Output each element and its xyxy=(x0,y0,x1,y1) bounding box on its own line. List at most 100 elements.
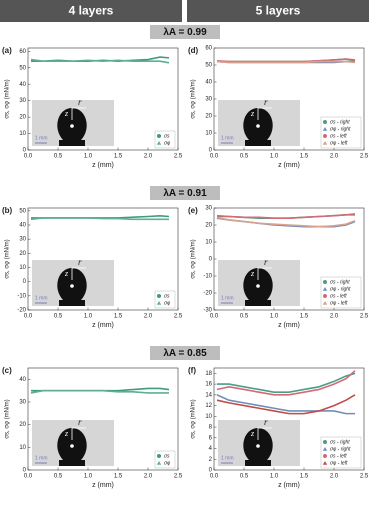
lambda-label: λA = 0.85 xyxy=(163,348,207,359)
drop-highlight xyxy=(70,284,74,288)
legend-marker xyxy=(323,120,327,124)
inset-label: 1 mm xyxy=(35,135,48,141)
y-tick-label: 50 xyxy=(19,208,26,214)
y-tick-label: -20 xyxy=(17,308,26,314)
x-tick-label: 1.5 xyxy=(300,474,309,480)
y-tick-label: 10 xyxy=(205,131,212,137)
y-tick-label: 10 xyxy=(19,265,26,271)
legend-label: σφ xyxy=(164,300,171,306)
legend-box xyxy=(320,276,362,309)
lambda-box xyxy=(150,25,220,39)
needle-base xyxy=(59,460,85,466)
y-tick-label: 60 xyxy=(19,49,26,55)
legend-box xyxy=(320,116,362,149)
column-header-box xyxy=(0,0,182,22)
x-tick-label: 1.0 xyxy=(84,474,93,480)
drop xyxy=(57,268,87,300)
legend-label: σs xyxy=(164,293,170,299)
x-tick-label: 1.5 xyxy=(114,314,123,320)
x-tick-label: 2.0 xyxy=(330,154,339,160)
series-line xyxy=(216,213,356,219)
legend-label: σs xyxy=(164,453,170,459)
needle-base xyxy=(245,140,271,146)
y-tick-label: 20 xyxy=(205,114,212,120)
series-line xyxy=(217,372,356,393)
legend-label: σφ - right xyxy=(330,446,351,452)
legend-marker xyxy=(157,454,161,458)
x-axis-label: z (mm) xyxy=(278,322,300,329)
y-axis-label: σs, σφ (mN/m) xyxy=(191,239,197,278)
y-tick-label: 10 xyxy=(19,131,26,137)
x-tick-label: 0.5 xyxy=(240,314,249,320)
series-line xyxy=(30,389,169,394)
x-tick-label: 0.5 xyxy=(240,474,249,480)
x-tick-label: 0.0 xyxy=(24,474,33,480)
x-tick-label: 2.5 xyxy=(174,314,183,320)
inset-label: z xyxy=(250,269,255,278)
panel-label: (c) xyxy=(2,366,12,375)
inset-label: 1 mm xyxy=(221,455,234,461)
lambda-label: λA = 0.99 xyxy=(163,27,207,38)
y-tick-label: 6 xyxy=(209,435,213,441)
legend-label: σφ - right xyxy=(330,126,351,132)
x-tick-label: 1.0 xyxy=(84,314,93,320)
drop-highlight xyxy=(256,444,260,448)
x-tick-label: 1.0 xyxy=(84,154,93,160)
legend-marker xyxy=(156,141,162,145)
legend-marker xyxy=(157,134,161,138)
series-line xyxy=(216,394,356,415)
legend-marker xyxy=(323,454,327,458)
lambda-box xyxy=(150,186,220,200)
needle-base xyxy=(59,300,85,306)
x-tick-label: 2.5 xyxy=(174,474,183,480)
x-tick-label: 1.5 xyxy=(300,314,309,320)
y-tick-label: 50 xyxy=(205,63,212,69)
series-line xyxy=(216,60,356,64)
needle-base xyxy=(59,140,85,146)
drop-highlight xyxy=(70,124,74,128)
drop xyxy=(57,428,87,460)
panel-label: (a) xyxy=(2,46,12,55)
y-tick-label: 20 xyxy=(19,251,26,257)
drop-highlight xyxy=(256,124,260,128)
y-tick-label: 16 xyxy=(205,382,212,388)
legend-label: σφ xyxy=(164,140,171,146)
inset-label: r xyxy=(78,97,82,107)
x-tick-label: 0.0 xyxy=(24,314,33,320)
legend-marker xyxy=(157,294,161,298)
inset-label: r xyxy=(264,97,268,107)
series-line xyxy=(30,217,169,221)
x-tick-label: 0.5 xyxy=(54,314,63,320)
inset-label: r xyxy=(264,257,268,267)
series-line xyxy=(216,216,356,228)
y-tick-label: 0 xyxy=(209,148,213,154)
series-line xyxy=(216,394,355,415)
legend-box xyxy=(320,436,362,469)
x-tick-label: 0.0 xyxy=(24,154,33,160)
y-tick-label: 30 xyxy=(19,98,26,104)
x-tick-label: 2.0 xyxy=(144,154,153,160)
legend-marker xyxy=(322,461,328,465)
y-axis-label: σs, σφ (mN/m) xyxy=(5,79,11,118)
legend-label: σs - left xyxy=(330,293,347,299)
legend-marker xyxy=(156,461,162,465)
legend-label: σφ - right xyxy=(330,286,351,292)
drop xyxy=(57,108,87,140)
legend-label: σs xyxy=(164,133,170,139)
x-tick-label: 1.5 xyxy=(114,154,123,160)
y-tick-label: 0 xyxy=(23,148,27,154)
y-tick-label: 10 xyxy=(19,445,26,451)
y-tick-label: 0 xyxy=(209,257,213,263)
x-tick-label: 0.0 xyxy=(210,154,219,160)
y-tick-label: 30 xyxy=(19,400,26,406)
legend-marker xyxy=(156,301,162,305)
y-tick-label: 8 xyxy=(209,425,213,431)
y-axis-label: σs, σφ (mN/m) xyxy=(5,239,11,278)
needle-base xyxy=(245,460,271,466)
legend-marker xyxy=(323,440,327,444)
y-tick-label: -20 xyxy=(203,291,212,297)
column-header: 4 layers xyxy=(69,4,114,18)
legend-label: σs - left xyxy=(330,453,347,459)
y-tick-label: 20 xyxy=(19,422,26,428)
panel-label: (b) xyxy=(2,206,13,215)
